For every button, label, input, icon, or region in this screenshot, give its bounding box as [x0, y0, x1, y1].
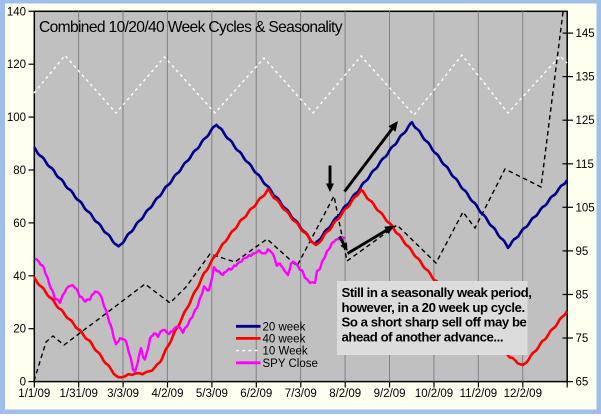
svg-text:ahead of another advance...: ahead of another advance... — [342, 329, 504, 344]
svg-text:9/2/09: 9/2/09 — [374, 388, 406, 400]
svg-text:40: 40 — [13, 271, 26, 283]
svg-text:115: 115 — [576, 159, 594, 171]
svg-text:1/31/09: 1/31/09 — [60, 388, 98, 400]
svg-text:60: 60 — [13, 218, 26, 230]
svg-text:85: 85 — [576, 290, 589, 302]
svg-text:1/1/09: 1/1/09 — [18, 388, 50, 400]
svg-text:10 Week: 10 Week — [263, 346, 308, 358]
svg-text:120: 120 — [7, 59, 26, 71]
svg-text:0: 0 — [20, 377, 26, 389]
svg-text:105: 105 — [576, 202, 595, 214]
svg-text:75: 75 — [576, 333, 589, 345]
svg-text:8/2/09: 8/2/09 — [329, 388, 361, 400]
svg-text:140: 140 — [7, 6, 26, 18]
svg-text:however, in a 20 week up cycle: however, in a 20 week up cycle. — [342, 300, 525, 315]
svg-text:SPY Close: SPY Close — [263, 358, 318, 370]
svg-text:95: 95 — [576, 246, 589, 258]
svg-text:5/3/09: 5/3/09 — [196, 388, 228, 400]
svg-text:Combined 10/20/40 Week Cycles: Combined 10/20/40 Week Cycles & Seasonal… — [39, 19, 343, 36]
svg-text:Still in a seasonally weak per: Still in a seasonally weak period, — [342, 285, 532, 300]
svg-text:125: 125 — [576, 115, 595, 127]
svg-text:So a short sharp sell off may: So a short sharp sell off may be — [342, 315, 527, 330]
svg-text:145: 145 — [576, 28, 595, 40]
svg-text:11/2/09: 11/2/09 — [460, 388, 498, 400]
svg-text:20 week: 20 week — [263, 321, 306, 333]
svg-text:100: 100 — [7, 112, 26, 124]
svg-text:3/3/09: 3/3/09 — [107, 388, 139, 400]
svg-text:12/2/09: 12/2/09 — [504, 388, 542, 400]
svg-text:20: 20 — [13, 324, 26, 336]
svg-text:135: 135 — [576, 72, 595, 84]
svg-text:4/2/09: 4/2/09 — [152, 388, 184, 400]
svg-text:10/2/09: 10/2/09 — [415, 388, 453, 400]
svg-text:65: 65 — [576, 377, 589, 389]
svg-text:40 week: 40 week — [263, 333, 306, 345]
svg-text:6/2/09: 6/2/09 — [240, 388, 272, 400]
svg-text:80: 80 — [13, 165, 26, 177]
svg-text:7/3/09: 7/3/09 — [285, 388, 317, 400]
